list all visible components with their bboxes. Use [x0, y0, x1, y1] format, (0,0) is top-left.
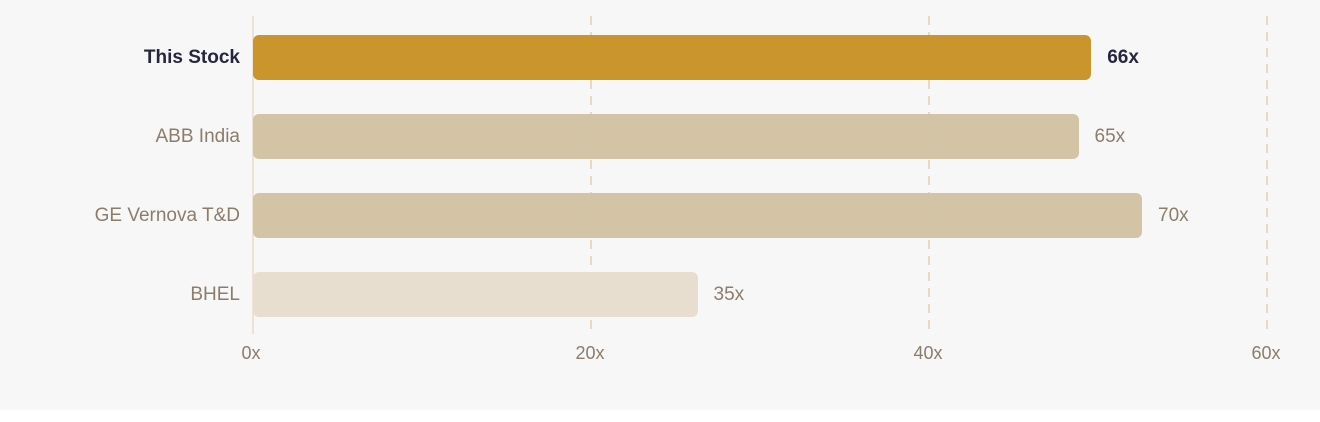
- gridline-60x: [1266, 16, 1268, 332]
- category-label-this-stock: This Stock: [143, 46, 240, 68]
- bar-abb-india[interactable]: [253, 114, 1079, 159]
- value-label-abb-india: 65x: [1094, 125, 1126, 147]
- bar-row-this-stock: This Stock 66x: [0, 35, 1320, 80]
- category-label-ge-vernova-td: GE Vernova T&D: [94, 204, 240, 226]
- bar-row-bhel: BHEL 35x: [0, 272, 1320, 317]
- y-axis-line: [252, 16, 254, 334]
- chart-card: This Stock 66x ABB India 65x GE Vernova …: [0, 16, 1320, 363]
- gridline-40x: [928, 16, 930, 332]
- value-label-bhel: 35x: [713, 283, 745, 305]
- x-tick-60x: 60x: [1251, 343, 1281, 363]
- category-label-bhel: BHEL: [190, 283, 240, 305]
- x-tick-0x: 0x: [241, 343, 261, 363]
- pe-comparison-bar-chart: This Stock 66x ABB India 65x GE Vernova …: [0, 16, 1320, 363]
- gridline-20x: [590, 16, 592, 332]
- x-tick-20x: 20x: [575, 343, 605, 363]
- x-tick-40x: 40x: [913, 343, 943, 363]
- value-label-ge-vernova-td: 70x: [1158, 204, 1189, 226]
- bar-row-ge-vernova-td: GE Vernova T&D 70x: [0, 193, 1320, 238]
- bar-rows: This Stock 66x ABB India 65x GE Vernova …: [0, 35, 1320, 351]
- category-label-abb-india: ABB India: [155, 125, 241, 147]
- bar-bhel[interactable]: [253, 272, 698, 317]
- bar-ge-vernova-td[interactable]: [253, 193, 1142, 238]
- value-label-this-stock: 66x: [1107, 46, 1139, 68]
- bar-this-stock[interactable]: [253, 35, 1092, 80]
- bar-row-abb-india: ABB India 65x: [0, 114, 1320, 159]
- page-background-strip: [0, 410, 1320, 422]
